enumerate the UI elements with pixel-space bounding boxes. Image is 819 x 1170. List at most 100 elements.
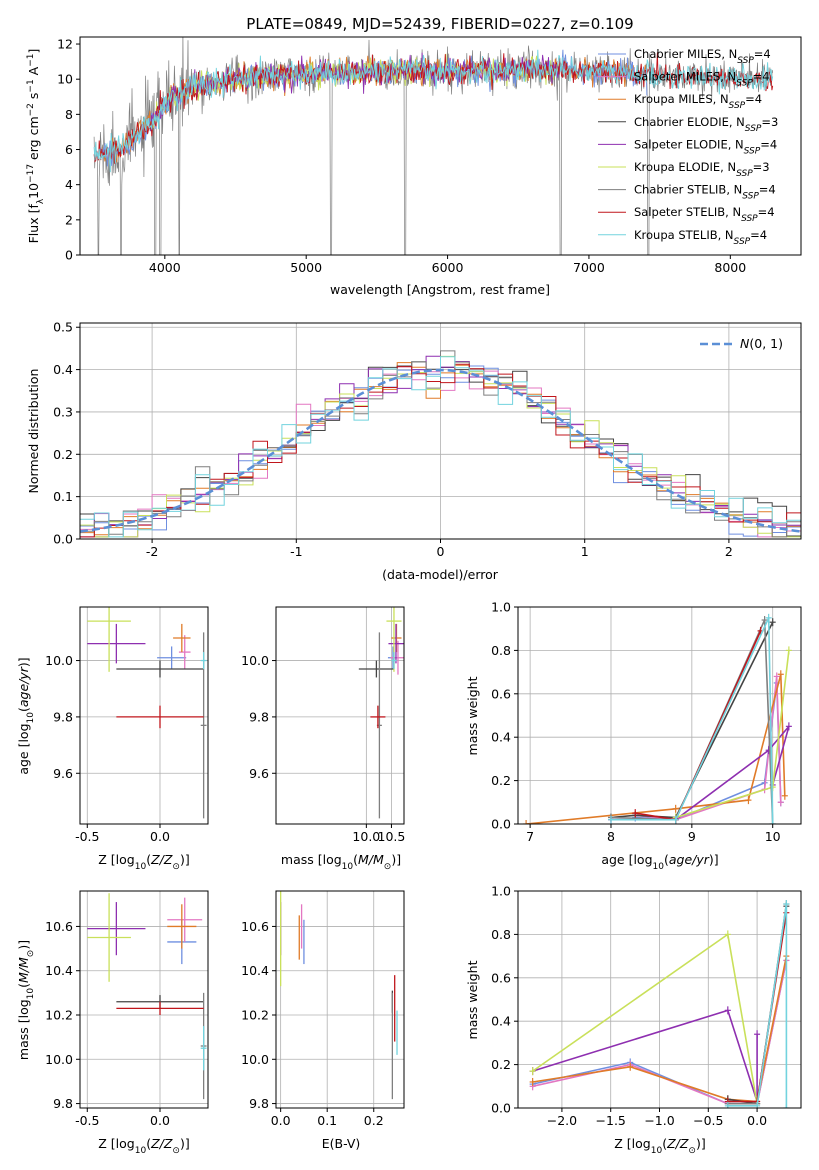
marker-kroupa-elodie [724,930,731,939]
marker-kroupa-stelib [724,1101,731,1108]
spectrum-frame [79,36,802,256]
errorbar-salpeter-miles [167,897,203,942]
x-tick-label: 0 [437,544,445,559]
errorbar-chabrier-elodie [116,660,204,678]
errorbar-salpeter-miles [390,640,404,675]
y-tick-label: 0.0 [491,1101,511,1116]
massweight_vs_age-axes: 7 8 9 10 0.0 0.2 0.4 0.6 0.8 1.0 [491,600,802,844]
x-tick-label: −1.5 [596,1113,626,1128]
residuals-y-label: Normed distribution [26,369,41,494]
residuals-x-label: (data-model)/error [382,567,499,582]
marker-kroupa-miles [672,804,679,813]
marker-salpeter-miles [777,798,784,807]
x-tick-label: 10.5 [378,829,406,844]
x-tick-label: -1 [290,544,302,559]
x-tick-label: 0.0 [747,1113,767,1128]
y-tick-label: 0.6 [491,686,511,701]
age_vs_Z-axes: -0.5 0.0 9.6 9.8 10.0 [45,606,209,844]
y-tick-label: 0.2 [491,773,511,788]
massweight-vs-z-y-label: mass weight [465,960,480,1039]
mass-vs-z-x-label: Z [log10(Z/Z⊙)] [98,1136,189,1156]
series-kroupa-stelib [727,903,788,1108]
x-tick-label: 1 [581,544,589,559]
y-tick-label: 0.4 [491,730,511,745]
x-tick-label: 6000 [432,260,464,275]
y-tick-label: 10.2 [241,1008,269,1023]
mass_vs_Z-plot-area [87,893,207,1100]
mass_vs_ebv-frame [275,890,405,1109]
massweight_vs_age-frame [517,606,802,825]
spectrum-model-kroupa-stelib [93,49,774,173]
series-salpeter-stelib [635,630,762,821]
y-tick-label: 2 [65,212,73,227]
errorbar-salpeter-elodie [87,902,146,956]
y-tick-label: 10.2 [45,1008,73,1023]
marker-salpeter-elodie [785,722,792,731]
y-tick-label: 0.4 [491,1014,511,1029]
legend-label-kroupa-stelib: Kroupa STELIB, NSSP=4 [634,228,767,247]
massweight-vs-z-x-label: Z [log10(Z/Z⊙)] [614,1136,705,1156]
age_vs_mass-plot-area [358,607,404,819]
y-tick-label: 10.4 [241,963,269,978]
y-tick-label: 0.1 [53,489,73,504]
marker-kroupa-miles [745,796,752,805]
legend-label-chabrier-stelib: Chabrier STELIB, NSSP=4 [634,183,776,202]
mass-vs-z-y-label: mass [log10(M/M⊙)] [16,940,36,1060]
errorbar-salpeter-elodie [87,623,146,664]
y-tick-label: 10.0 [45,653,73,668]
x-tick-label: 8000 [714,260,746,275]
x-tick-label: 10.0 [352,829,380,844]
marker-kroupa-stelib [607,815,614,824]
legend-label-chabrier-elodie: Chabrier ELODIE, NSSP=3 [634,115,778,134]
x-tick-label: -0.5 [75,829,99,844]
legend-label-kroupa-miles: Kroupa MILES, NSSP=4 [634,92,762,111]
errorbar-kroupa-miles [173,623,191,653]
histogram-kroupa-stelib [80,356,801,538]
spectrum-plot-area [93,37,774,255]
y-tick-label: 9.8 [249,1096,269,1111]
y-tick-label: 0.8 [491,643,511,658]
x-tick-label: -2 [146,544,158,559]
age-vs-z-y-label: age [log10(age/yr)] [16,657,36,774]
residuals-axes: -2 -1 0 1 2 0.0 0.1 0.2 0.3 0.4 0.5 [53,320,802,559]
y-tick-label: 0.2 [491,1057,511,1072]
marker-salpeter-miles [773,672,780,681]
x-tick-label: -0.5 [75,1113,99,1128]
x-tick-label: 0.2 [364,1113,384,1128]
marker-kroupa-miles [523,820,530,824]
x-tick-label: 0.0 [150,1113,170,1128]
y-tick-label: 10.0 [241,1052,269,1067]
marker-kroupa-miles [777,670,784,679]
marker-kroupa-stelib [769,820,776,824]
legend-label-salpeter-elodie: Salpeter ELODIE, NSSP=4 [634,137,777,156]
age-vs-mass-x-label: mass [log10(M/M⊙)] [281,852,401,872]
x-tick-label: 9 [688,829,696,844]
x-tick-label: 7000 [573,260,605,275]
errorbar-kroupa-stelib [200,1026,207,1071]
massweight_vs_age-plot-area [523,613,792,824]
y-tick-label: 0.4 [53,362,73,377]
y-tick-label: 10.6 [45,919,73,934]
errorbar-kroupa-stelib [200,652,207,669]
mass_vs_ebv-axes: 0.0 0.1 0.2 9.8 10.0 10.2 10.4 10.6 [241,890,405,1128]
massweight-vs-age-y-label: mass weight [465,676,480,755]
errorbar-chabrier-elodie [358,660,394,678]
age_vs_mass-axes: 10.010.59.69.810.0 [241,606,406,844]
y-tick-label: 1.0 [491,600,511,615]
y-tick-label: 0.8 [491,927,511,942]
y-tick-label: 1.0 [491,884,511,899]
spectrum-x-label: wavelength [Angstrom, rest frame] [330,282,550,297]
marker-salpeter-elodie [724,1006,731,1015]
x-tick-label: 5000 [290,260,322,275]
errorbar-chabrier-miles [157,646,187,669]
marker-kroupa-stelib [754,1101,761,1108]
age_vs_Z-frame [79,606,209,825]
marker-kroupa-elodie [785,646,792,655]
massweight_vs_Z-plot-area [529,900,790,1108]
marker-kroupa-stelib [783,1104,790,1108]
marker-kroupa-stelib [765,613,772,622]
x-tick-label: −2.0 [547,1113,577,1128]
legend-gaussian-label: N(0, 1) [740,336,783,351]
histogram-salpeter-stelib [80,363,801,538]
series-kroupa-stelib [611,617,774,824]
